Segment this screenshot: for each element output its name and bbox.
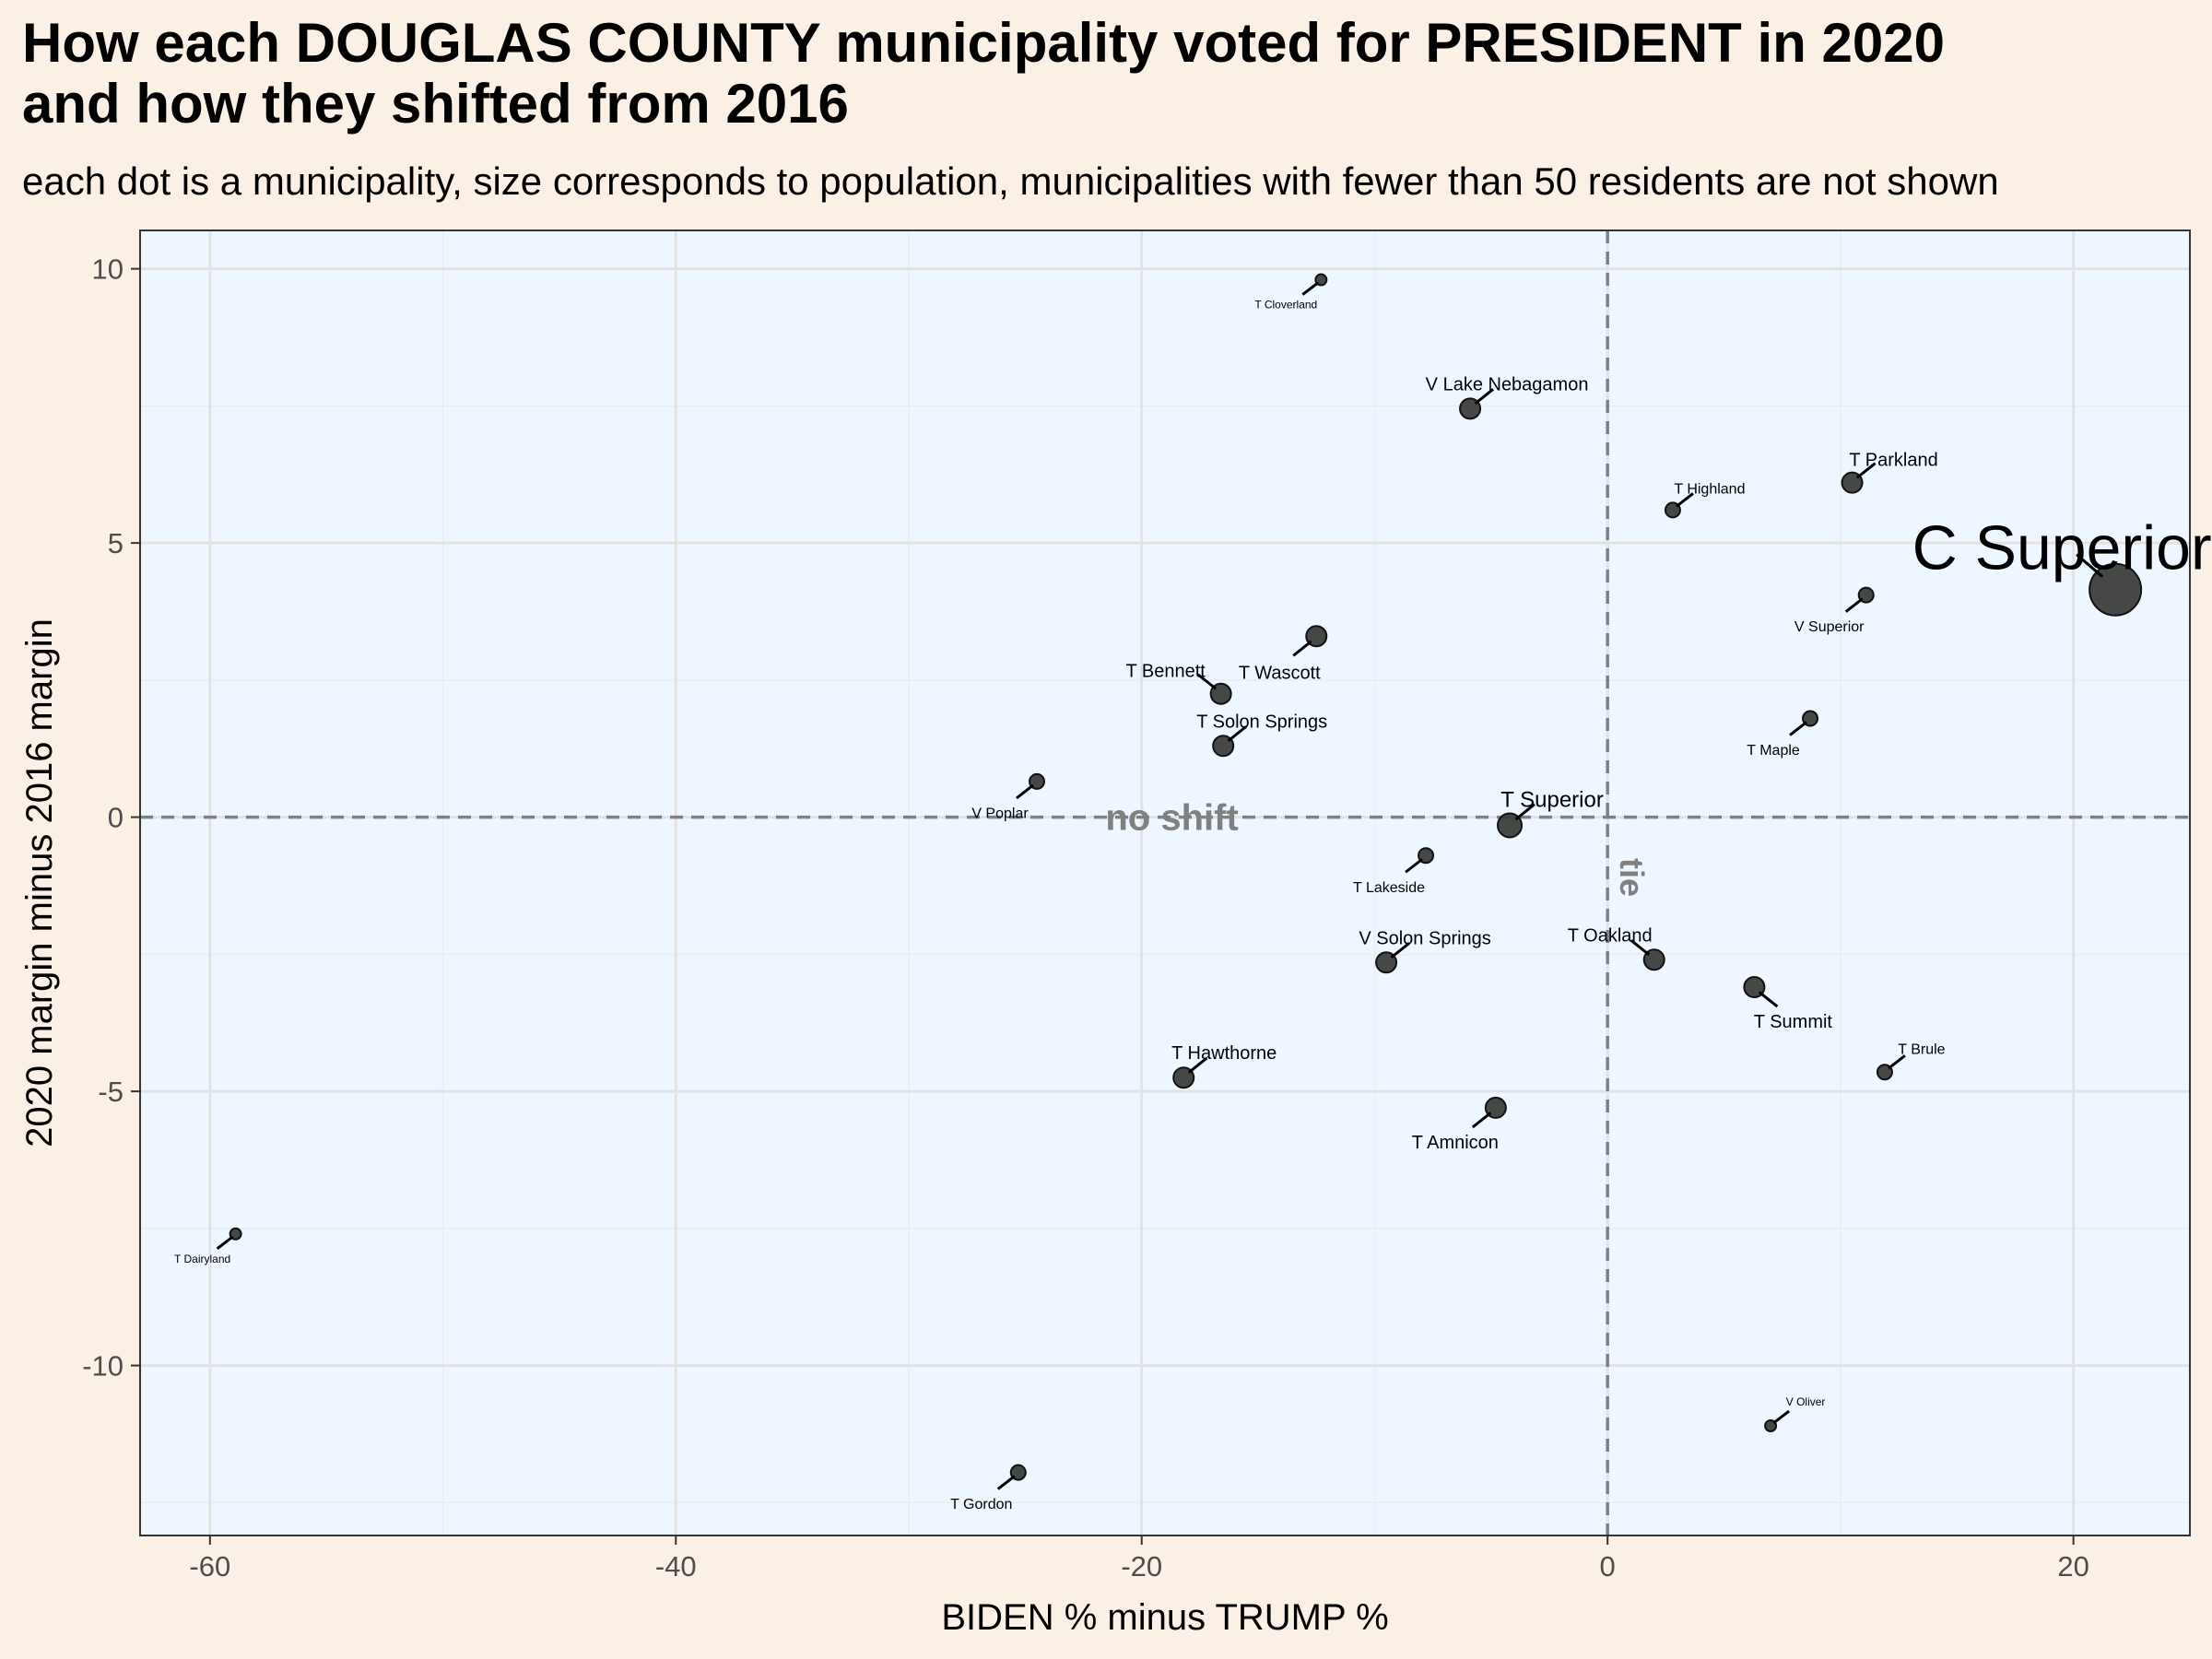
chart-subtitle: each dot is a municipality, size corresp… [22, 159, 1999, 203]
axis-ticks: -60 -40 -20 0 20 -10 -5 0 5 10 [82, 253, 2089, 1583]
data-point-group: T Brule [1876, 1041, 1946, 1081]
point-label: T Parkland [1849, 451, 1937, 471]
data-point-group: T Dairyland [174, 1227, 242, 1265]
label-leader [1474, 388, 1495, 406]
label-leader [1856, 462, 1877, 479]
label-leader [1227, 725, 1248, 742]
plot-border [139, 229, 2191, 1536]
label-leader [216, 1235, 234, 1250]
point-label: T Bennett [1125, 662, 1206, 682]
data-point-group: T Lakeside [1353, 847, 1435, 896]
point-label: T Dairyland [174, 1253, 230, 1265]
point-label: T Oakland [1568, 925, 1653, 946]
data-point-group: V Solon Springs [1359, 928, 1491, 974]
data-point-group: T Amnicon [1412, 1096, 1507, 1153]
point-label: C Superior [1912, 513, 2212, 583]
chart-title-line-2: and how they shifted from 2016 [22, 73, 849, 135]
point-label: T Wascott [1239, 663, 1321, 683]
data-point-group: T Oakland [1568, 925, 1665, 971]
label-leader [1292, 640, 1312, 657]
data-point-group: T Summit [1743, 976, 1833, 1032]
label-leader [1016, 783, 1034, 800]
x-tick-label: -40 [655, 1550, 697, 1583]
chart-title: How each DOUGLAS COUNTY municipality vot… [22, 13, 2197, 135]
point-label: V Superior [1794, 619, 1865, 635]
point-label: T Brule [1898, 1041, 1945, 1057]
point-label: T Cloverland [1254, 299, 1317, 312]
label-leader [1789, 721, 1807, 736]
data-point-group: T Cloverland [1254, 273, 1328, 312]
label-leader [996, 1475, 1016, 1490]
label-leader [1187, 1057, 1208, 1074]
y-axis-title: 2020 margin minus 2016 margin [19, 618, 60, 1147]
data-point-group: V Superior [1794, 586, 1875, 635]
data-points: T Cloverland V Lake Nebagamon T Highland T … [174, 273, 2212, 1512]
data-point-group: T Superior [1497, 788, 1604, 839]
y-tick-label: 10 [92, 253, 124, 286]
x-tick-label: 0 [1600, 1550, 1616, 1583]
point-label: T Summit [1754, 1012, 1833, 1032]
point-label: V Poplar [971, 806, 1029, 822]
data-point-group: T Parkland [1841, 451, 1938, 494]
y-tick-label: 0 [108, 802, 124, 834]
data-point-group: T Highland [1664, 481, 1745, 519]
label-leader [1844, 597, 1864, 613]
reference-lines: no shift tie [140, 230, 2190, 1535]
point-label: T Amnicon [1412, 1133, 1499, 1153]
point-label: T Hawthorne [1171, 1043, 1277, 1064]
no-shift-label: no shift [1105, 798, 1238, 839]
label-leader [2076, 553, 2104, 578]
data-point-group: T Solon Springs [1196, 712, 1327, 758]
data-point-group: T Maple [1747, 710, 1819, 759]
data-point-group: T Gordon [950, 1464, 1027, 1512]
label-leader [1390, 942, 1411, 959]
chart-title-line-1: How each DOUGLAS COUNTY municipality vot… [22, 12, 1945, 74]
data-point-group: V Poplar [971, 772, 1045, 822]
point-label: T Highland [1674, 481, 1745, 497]
label-leader [1514, 803, 1535, 821]
point-label: T Lakeside [1353, 880, 1425, 896]
data-point-group: T Hawthorne [1171, 1043, 1277, 1089]
label-leader [1772, 1409, 1791, 1425]
point-label: T Gordon [950, 1497, 1012, 1512]
x-axis-title: BIDEN % minus TRUMP % [941, 1597, 1388, 1638]
label-leader [1758, 991, 1779, 1008]
point-label: V Solon Springs [1359, 928, 1490, 948]
point-label: V Oliver [1786, 1395, 1826, 1408]
data-point-group: V Lake Nebagamon [1426, 374, 1589, 420]
point-label: T Maple [1747, 743, 1800, 759]
label-leader [1471, 1112, 1492, 1129]
plot-panel [140, 230, 2190, 1535]
x-tick-label: -60 [189, 1550, 230, 1583]
point-label: T Superior [1500, 788, 1604, 813]
label-leader [1630, 939, 1651, 956]
label-leader [1888, 1054, 1906, 1070]
label-leader [1301, 281, 1320, 296]
data-point-group: C Superior [1912, 513, 2212, 617]
data-point-group: T Wascott [1239, 625, 1328, 683]
y-tick-label: -10 [82, 1350, 124, 1382]
x-tick-label: 20 [2057, 1550, 2088, 1583]
tie-label: tie [1613, 858, 1651, 897]
x-tick-label: -20 [1121, 1550, 1162, 1583]
label-leader [1405, 858, 1423, 874]
point-label: V Lake Nebagamon [1426, 374, 1589, 394]
point-label: T Solon Springs [1196, 712, 1327, 732]
label-leader [1196, 673, 1218, 690]
y-tick-label: 5 [108, 527, 124, 559]
data-point-group: V Oliver [1764, 1395, 1826, 1433]
data-point-group: T Bennett [1125, 662, 1232, 705]
y-tick-label: -5 [98, 1076, 124, 1108]
label-leader [1676, 492, 1694, 508]
